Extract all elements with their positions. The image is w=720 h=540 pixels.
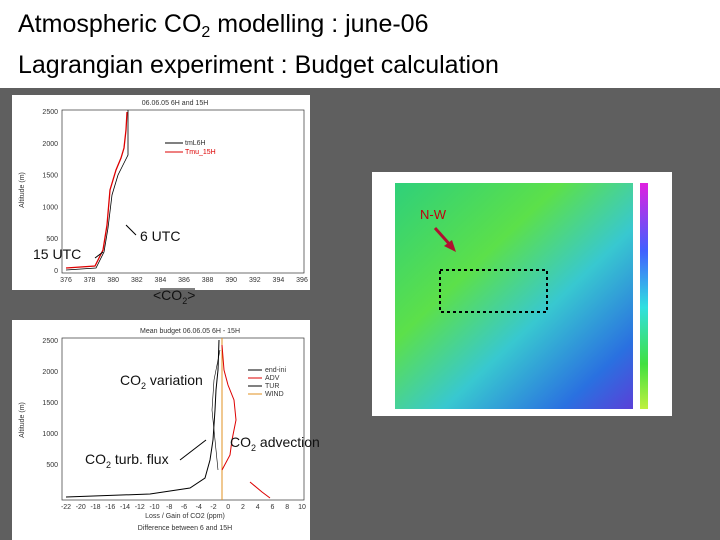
domain-box	[439, 269, 548, 313]
x-tick-label: -20	[76, 504, 86, 511]
frame	[61, 337, 305, 501]
text: CO	[120, 372, 141, 388]
axis-label: Difference between 6 and 15H	[138, 525, 232, 532]
slide-title: Atmospheric CO2 modelling : june-06 Lagr…	[18, 8, 499, 82]
title-sub: 2	[201, 24, 211, 41]
colorbar	[640, 183, 648, 409]
x-tick-label: -8	[166, 504, 172, 511]
y-tick-label: 1000	[42, 204, 58, 211]
x-tick-label: 380	[107, 277, 119, 284]
x-tick-label: 392	[249, 277, 261, 284]
x-tick-label: -12	[135, 504, 145, 511]
text: advection	[256, 434, 320, 450]
y-tick-label: 2000	[42, 141, 58, 148]
x-tick-label: 388	[202, 277, 214, 284]
axis-label: Altitude (m)	[19, 172, 26, 208]
y-tick-label: 1000	[42, 431, 58, 438]
pointer	[94, 251, 104, 259]
annotation: 6 UTC	[140, 228, 180, 244]
x-tick-label: 8	[285, 504, 289, 511]
annotation: <CO2>	[153, 287, 195, 306]
x-tick-label: 394	[273, 277, 285, 284]
x-tick-label: 376	[60, 277, 72, 284]
annotation: 15 UTC	[33, 246, 81, 262]
x-tick-label: -2	[210, 504, 216, 511]
turb-profile	[65, 339, 220, 498]
frame	[61, 109, 305, 274]
x-tick-label: 378	[84, 277, 96, 284]
plot-title: 06.06.05 6H and 15H	[142, 100, 209, 107]
sub: 2	[106, 460, 111, 470]
plot-bg	[12, 320, 310, 540]
sub: 2	[141, 381, 146, 391]
x-tick-label: 390	[225, 277, 237, 284]
annotation: N-W	[420, 207, 447, 222]
x-tick-label: 4	[256, 504, 260, 511]
text: turb. flux	[111, 451, 169, 467]
annotation: CO2 turb. flux	[85, 451, 169, 470]
title-line: Atmospheric CO2 modelling : june-06	[18, 8, 499, 49]
x-tick-label: 10	[298, 504, 306, 511]
red-profile	[65, 111, 128, 269]
bottom-plot: Mean budget 06.06.05 6H - 15H Altitude (…	[12, 320, 310, 540]
x-tick-label: 386	[178, 277, 190, 284]
x-tick-label: -6	[181, 504, 187, 511]
text: variation	[146, 372, 203, 388]
sub: 2	[251, 443, 256, 453]
axis-label: Loss / Gain of CO2 (ppm)	[145, 513, 225, 520]
title-line: Lagrangian experiment : Budget calculati…	[18, 51, 499, 79]
x-tick-label: -14	[120, 504, 130, 511]
map-field	[395, 183, 633, 409]
text: CO	[85, 451, 106, 467]
y-tick-label: 1500	[42, 400, 58, 407]
x-tick-label: 0	[226, 504, 230, 511]
legend-label: Tmu_15H	[185, 149, 216, 156]
sub: 2	[182, 296, 187, 306]
legend-label: end-ini	[265, 367, 286, 374]
plot-title: Mean budget 06.06.05 6H - 15H	[140, 328, 240, 335]
adv-profile-tail	[249, 481, 271, 499]
y-tick-label: 2000	[42, 369, 58, 376]
x-tick-label: -18	[90, 504, 100, 511]
adv-profile	[221, 344, 237, 471]
text: <CO	[153, 287, 182, 303]
text: CO	[230, 434, 251, 450]
x-tick-label: 6	[271, 504, 275, 511]
map: N-W	[372, 172, 672, 416]
x-tick-label: 384	[155, 277, 167, 284]
y-tick-label: 500	[46, 236, 58, 243]
x-tick-label: 2	[241, 504, 245, 511]
arrow-head	[444, 240, 456, 252]
title-text: modelling : june-06	[210, 10, 429, 38]
pointer	[179, 439, 207, 461]
legend-label: WIND	[265, 391, 284, 398]
x-tick-label: -22	[61, 504, 71, 511]
y-tick-label: 2500	[42, 338, 58, 345]
x-tick-label: -16	[105, 504, 115, 511]
legend-label: tmL6H	[185, 140, 206, 147]
title-text: Atmospheric CO	[18, 10, 202, 38]
annotation: CO2 advection	[230, 434, 320, 453]
pointer	[125, 224, 137, 236]
end-ini-profile	[211, 349, 221, 471]
text: >	[187, 287, 195, 303]
y-tick-label: 0	[54, 268, 58, 275]
y-tick-label: 2500	[42, 109, 58, 116]
y-tick-label: 1500	[42, 173, 58, 180]
top-plot: 06.06.05 6H and 15H Altitude (m) tmL6H T…	[12, 95, 310, 290]
x-tick-label: -4	[196, 504, 202, 511]
y-tick-label: 500	[46, 462, 58, 469]
axis-label: Altitude (m)	[19, 402, 26, 438]
black-profile	[65, 110, 129, 271]
legend-label: ADV	[265, 375, 280, 382]
x-tick-label: -10	[149, 504, 159, 511]
x-tick-label: 382	[131, 277, 143, 284]
legend-label: TUR	[265, 383, 279, 390]
annotation: CO2 variation	[120, 372, 203, 391]
x-tick-label: 396	[296, 277, 308, 284]
